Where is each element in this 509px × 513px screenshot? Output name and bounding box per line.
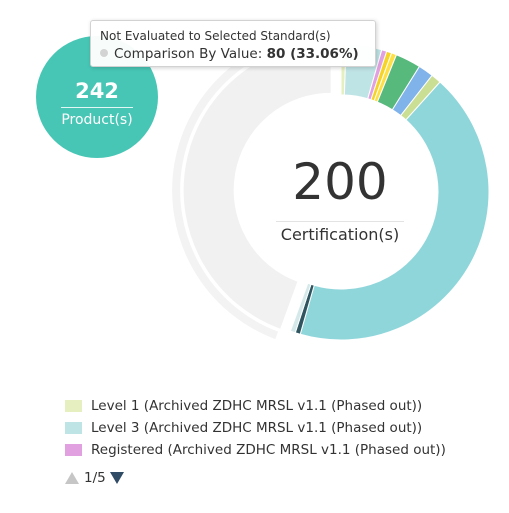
legend-pagination: 1/5: [65, 470, 124, 486]
certification-label: Certification(s): [280, 225, 400, 244]
legend-swatch: [65, 400, 82, 412]
donut-slice-10[interactable]: [289, 282, 312, 334]
legend-page-indicator: 1/5: [84, 470, 106, 486]
tooltip-value: 80 (33.06%): [266, 46, 359, 62]
certification-total: 200: [292, 153, 388, 211]
chart-tooltip: Not Evaluated to Selected Standard(s) Co…: [90, 20, 376, 67]
legend-label: Level 3 (Archived ZDHC MRSL v1.1 (Phased…: [91, 420, 423, 436]
center-divider: [276, 221, 404, 222]
legend-label: Level 1 (Archived ZDHC MRSL v1.1 (Phased…: [91, 398, 423, 414]
chart-legend: Level 1 (Archived ZDHC MRSL v1.1 (Phased…: [65, 395, 446, 461]
tooltip-row: Comparison By Value: 80 (33.06%): [100, 45, 375, 63]
legend-page-up-arrow-icon[interactable]: [65, 472, 79, 484]
legend-item-level-3[interactable]: Level 3 (Archived ZDHC MRSL v1.1 (Phased…: [65, 417, 446, 439]
legend-page-down-arrow-icon[interactable]: [109, 472, 124, 484]
tooltip-series-dot-icon: [100, 49, 108, 57]
product-count: 242: [75, 79, 119, 103]
tooltip-series-label: Comparison By Value:: [114, 46, 263, 62]
legend-swatch: [65, 444, 82, 456]
product-divider: [61, 107, 133, 108]
legend-item-registered[interactable]: Registered (Archived ZDHC MRSL v1.1 (Pha…: [65, 439, 446, 461]
product-label: Product(s): [61, 112, 133, 128]
donut-slice-8[interactable]: [299, 81, 490, 341]
legend-item-level-1[interactable]: Level 1 (Archived ZDHC MRSL v1.1 (Phased…: [65, 395, 446, 417]
tooltip-title: Not Evaluated to Selected Standard(s): [100, 29, 331, 43]
legend-swatch: [65, 422, 82, 434]
legend-label: Registered (Archived ZDHC MRSL v1.1 (Pha…: [91, 442, 446, 458]
